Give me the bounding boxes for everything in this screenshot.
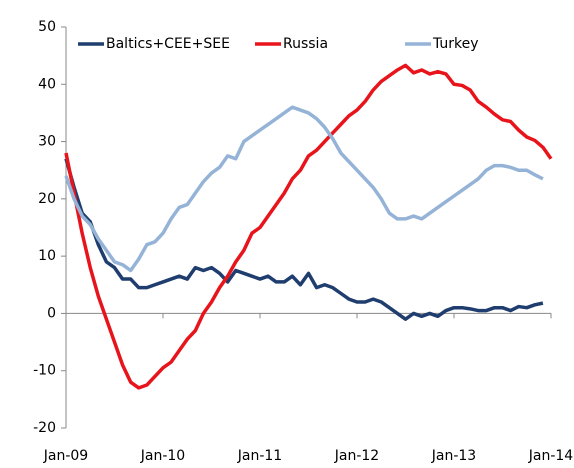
x-tick-label: Jan-11 [237, 448, 282, 464]
line-series [64, 63, 553, 390]
y-tick-label: 40 [38, 76, 56, 92]
line-series [64, 105, 544, 273]
y-tick-label: 50 [38, 19, 56, 35]
x-tick-label: Jan-10 [140, 448, 185, 464]
x-tick-label: Jan-12 [334, 448, 379, 464]
line-series [64, 158, 544, 321]
y-tick-label: 10 [38, 248, 56, 264]
x-tick-label: Jan-09 [43, 448, 88, 464]
y-tick-label: -20 [33, 420, 56, 436]
x-tick-label: Jan-13 [431, 448, 476, 464]
legend-label: Russia [283, 36, 328, 52]
y-tick-label: 30 [38, 134, 56, 150]
y-tick-label: 0 [47, 305, 56, 321]
legend-label: Baltics+CEE+SEE [106, 36, 230, 52]
legend-label: Turkey [432, 36, 479, 52]
y-tick-label: 20 [38, 191, 56, 207]
y-tick-label: -10 [33, 363, 56, 379]
x-tick-label: Jan-14 [528, 448, 574, 464]
